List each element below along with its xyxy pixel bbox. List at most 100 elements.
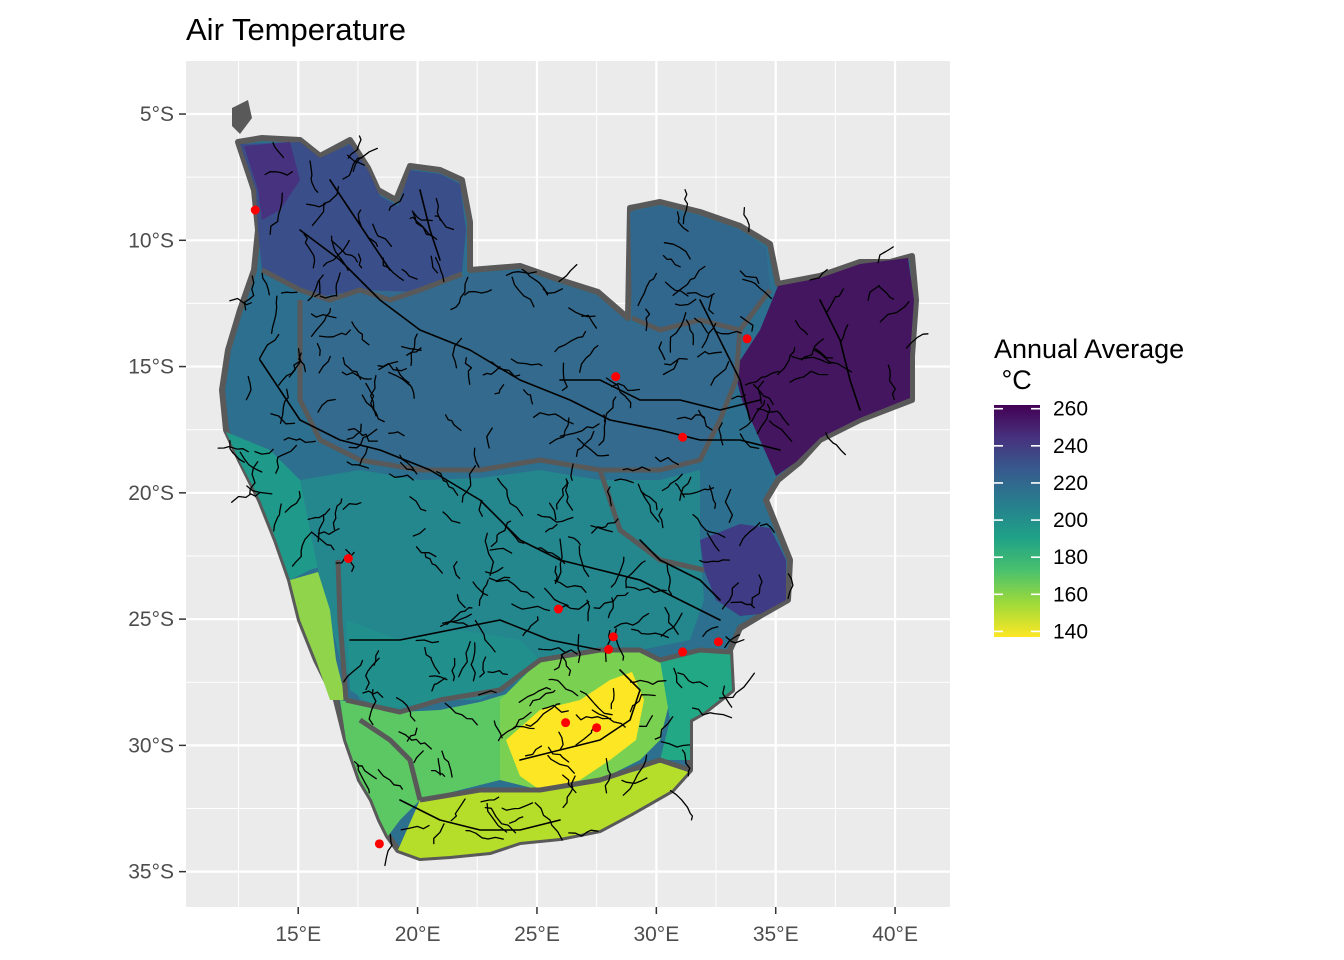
river-branch (579, 344, 599, 373)
river-branch (518, 686, 552, 703)
river-branch (674, 482, 685, 498)
river-branch (537, 513, 574, 523)
legend-tick-label: 160 (1053, 583, 1088, 606)
river-branch (787, 573, 794, 600)
river-branch (718, 422, 724, 446)
river-branch (478, 579, 489, 607)
river-branch (249, 461, 259, 495)
river-branch (453, 561, 461, 580)
river-branch (382, 257, 404, 281)
river-branch (739, 270, 760, 284)
x-tick-label: 15°E (275, 923, 321, 946)
river-branch (867, 284, 881, 301)
river-branch (682, 189, 689, 225)
river-branch (664, 606, 679, 635)
station-point (343, 553, 353, 563)
river-branch (362, 690, 384, 698)
river-branch (273, 503, 282, 532)
river-branch (740, 316, 754, 332)
river-branch (442, 511, 461, 524)
y-tick-label: 5°S (140, 103, 174, 126)
river-trunk (519, 669, 641, 761)
river-branch (486, 802, 508, 833)
river-branch (310, 307, 332, 338)
river-branch (444, 702, 478, 726)
river-branch (553, 650, 571, 671)
river-branch (450, 798, 466, 822)
river-branch (548, 678, 579, 697)
river-branch (291, 531, 313, 567)
river-branch (317, 528, 340, 535)
river-branch (751, 574, 763, 607)
river-branch (744, 370, 780, 386)
legend-colorbar (994, 405, 1040, 637)
river-branch (424, 553, 443, 574)
river-branch (756, 403, 771, 435)
river-branch (664, 357, 688, 366)
river-branch (622, 754, 648, 796)
river-branch (283, 437, 316, 444)
river-branch (359, 446, 369, 467)
river-branch (384, 834, 393, 867)
river-branch (272, 142, 285, 159)
river-branch (307, 508, 331, 521)
region-center-mid (300, 270, 740, 470)
river-branch (400, 824, 430, 831)
river-branch (316, 342, 321, 357)
river-branch (510, 358, 543, 367)
river-branch (710, 361, 730, 386)
river-branch (439, 613, 472, 627)
river-branch (322, 239, 350, 267)
x-tick-label: 20°E (395, 923, 441, 946)
river-branch (577, 634, 581, 664)
river-branch (525, 703, 561, 727)
river-trunk (639, 539, 721, 601)
river-branch (412, 211, 432, 237)
river-branch (661, 473, 683, 492)
river-branch (562, 775, 576, 809)
river-branch (317, 514, 325, 543)
river-trunk (299, 229, 781, 451)
river-branch (662, 360, 679, 376)
river-branch (731, 394, 746, 400)
river-branch (547, 754, 575, 774)
river-branch (604, 629, 611, 663)
legend-tick-label: 140 (1053, 620, 1088, 643)
river-branch (428, 675, 448, 681)
river-trunk (399, 799, 561, 831)
river-branch (739, 433, 760, 450)
river-branch (555, 478, 569, 510)
river-branch (662, 254, 681, 268)
river-branch (401, 268, 418, 280)
river-branch (278, 360, 302, 386)
river-branch (317, 398, 336, 413)
river-branch (825, 431, 847, 456)
river-trunk (559, 379, 761, 411)
river-branch (840, 324, 849, 343)
river-branch (491, 361, 521, 378)
river-branch (757, 380, 765, 404)
river-branch (637, 272, 658, 307)
legend-title: Annual Average °C (994, 334, 1185, 395)
river-branch (708, 485, 717, 510)
river-branch (473, 447, 480, 468)
river-branch (789, 370, 829, 383)
river-branch (554, 330, 587, 353)
river-branch (568, 307, 596, 318)
river-branch (625, 586, 667, 594)
river-branch (610, 687, 615, 710)
river-branch (570, 463, 574, 481)
river-branch (352, 147, 378, 172)
legend-tick-label: 260 (1053, 398, 1088, 421)
river-branch (346, 461, 370, 469)
station-point (561, 718, 571, 728)
station-point (678, 647, 688, 657)
x-tick-label: 30°E (633, 923, 679, 946)
region-cape-lime (398, 760, 690, 858)
river-branch (388, 371, 410, 386)
river-branch (243, 275, 255, 311)
river-branch (610, 556, 625, 588)
river-branch (660, 741, 691, 748)
river-branch (534, 802, 563, 841)
river-branch (625, 560, 646, 589)
